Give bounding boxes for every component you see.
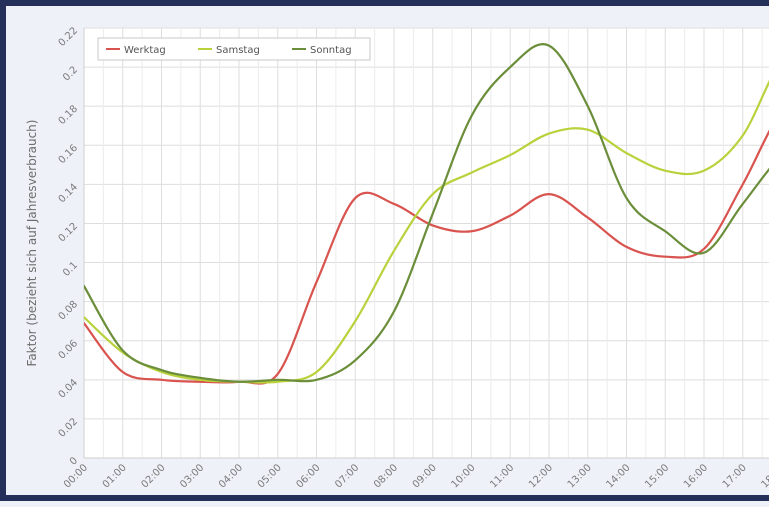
x-tick-label: 18:00 [759,462,769,490]
y-tick-label: 0.14 [57,182,81,206]
y-tick-label: 0.1 [61,260,80,279]
x-tick-label: 14:00 [604,462,632,490]
y-tick-label: 0.22 [57,25,81,49]
y-tick-label: 0.02 [57,416,81,440]
line-chart: 00.020.040.060.080.10.120.140.160.180.20… [25,25,769,491]
x-tick-label: 06:00 [294,462,322,490]
y-tick-label: 0.12 [57,221,81,245]
x-tick-label: 09:00 [411,462,439,490]
x-tick-label: 04:00 [217,462,245,490]
series-line-sonntag [84,43,769,383]
x-tick-label: 05:00 [256,462,284,490]
y-axis-title: Faktor (bezieht sich auf Jahresverbrauch… [25,120,39,367]
x-tick-label: 10:00 [449,462,477,490]
legend-label-samstag: Samstag [216,45,260,56]
x-tick-label: 01:00 [101,462,129,490]
legend: Werktag Samstag Sonntag [97,37,371,61]
y-tick-label: 0.16 [57,143,81,167]
plot-area [84,28,769,458]
legend-label-sonntag: Sonntag [310,45,352,56]
legend-box [97,37,371,61]
x-tick-label: 02:00 [139,462,167,490]
x-tick-label: 15:00 [643,462,671,490]
y-tick-label: 0.18 [57,104,81,128]
x-tick-label: 11:00 [488,462,516,490]
y-tick-label: 0.04 [57,377,81,401]
series-lines [84,43,769,385]
y-tick-label: 0.06 [57,338,81,362]
x-tick-label: 16:00 [682,462,710,490]
x-tick-label: 08:00 [372,462,400,490]
y-tick-label: 0.08 [57,299,81,323]
x-tick-label: 17:00 [721,462,749,490]
y-tick-label: 0.2 [61,64,80,83]
legend-label-werktag: Werktag [124,45,166,56]
x-tick-label: 07:00 [333,462,361,490]
x-tick-label: 13:00 [566,462,594,490]
x-tick-label: 12:00 [527,462,555,490]
x-tick-label: 03:00 [178,462,206,490]
